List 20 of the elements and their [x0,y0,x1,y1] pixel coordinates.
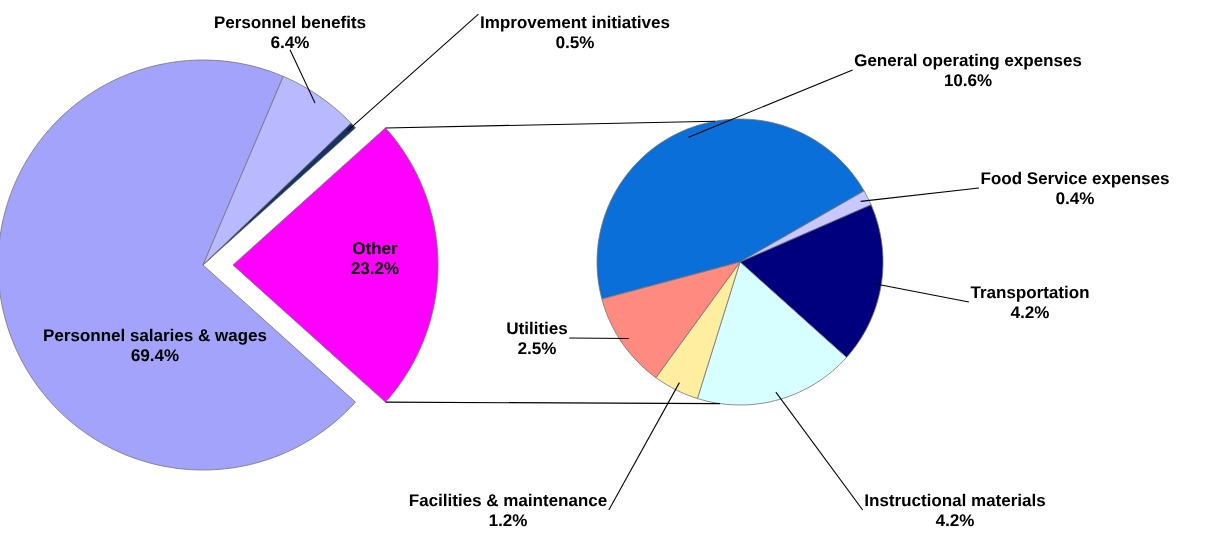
slice-label: Food Service expenses [981,171,1169,188]
data-label: 23.2% [351,262,399,275]
data-label: 0.5% [556,36,594,49]
data-label: 2.5% [518,342,556,355]
slice-label: Instructional materials [865,493,1045,507]
slice-label: Personnel benefits [215,15,366,29]
slice-label: Personnel salaries & wages [44,328,267,345]
data-label: 10.6% [944,74,992,87]
data-label: 4.2% [935,514,974,527]
data-label: 0.4% [1056,192,1094,205]
slice-label: Facilities & maintenance [409,493,607,507]
data-label: 4.2% [1010,306,1049,319]
slice-label: General operating expenses [854,53,1082,70]
slice-label: Utilities [507,321,568,335]
data-label: 69.4% [131,349,179,362]
slice-label: Transportation [970,285,1089,302]
slice-label: Improvement initiatives [481,15,670,32]
data-label: 6.4% [271,36,309,49]
slice-label: Other [353,241,398,255]
data-label: 1.2% [489,514,527,527]
